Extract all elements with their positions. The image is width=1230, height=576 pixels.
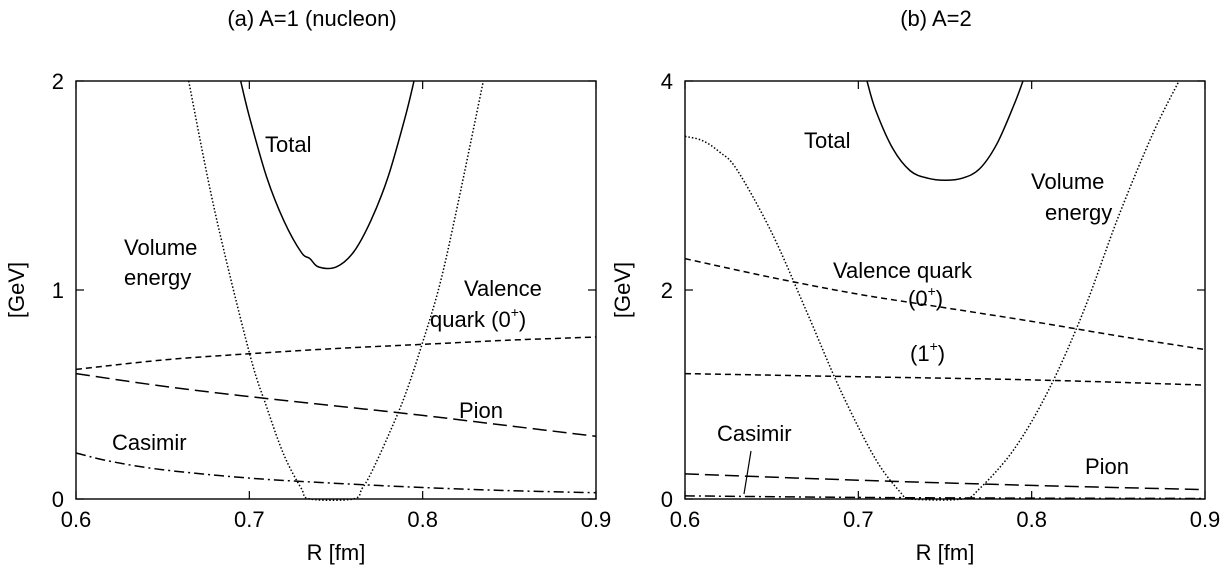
panel-a-y-tick-label: 0: [52, 487, 64, 512]
panel-b-y-tick-label: 2: [661, 278, 673, 303]
panel-b-label-0plus: (0+): [908, 283, 943, 311]
panel-b-series-valence0-line: [684, 257, 1206, 351]
panel-b-x-tick-label: 0.7: [843, 507, 874, 532]
panel-b-x-axis-title: R [fm]: [916, 540, 975, 565]
panel-b-ticks: 0.6 0.7 0.8 0.9 0 2 4: [661, 69, 1221, 532]
panel-b-label-casimir: Casimir: [717, 421, 792, 446]
panel-a-label-total: Total: [265, 132, 311, 157]
panel-a-x-tick-label: 0.6: [61, 507, 92, 532]
panel-a-series-valence-line: [75, 336, 597, 371]
panel-b-label-1plus: (1+): [910, 338, 945, 366]
panel-b: (b) A=2 0.6 0.7 0.8 0.9 0 2 4 R [fm] [GeV] Tot…: [610, 6, 1220, 565]
panel-b-label-volume: Volume: [1031, 169, 1104, 194]
panel-a-x-tick-label: 0.9: [581, 507, 612, 532]
panel-b-label-energy: energy: [1045, 200, 1112, 225]
panel-a-y-tick-label: 2: [52, 69, 64, 94]
panel-b-series-valence1-line: [684, 372, 1206, 386]
panel-a-curves: [75, 80, 597, 502]
panel-a-label-quark-0plus: quark (0+): [430, 304, 526, 332]
panel-b-casimir-pointer: [743, 450, 752, 495]
panel-a-label-energy: energy: [124, 265, 191, 290]
panel-a-y-axis-title: [GeV]: [4, 262, 29, 318]
panel-a-label-casimir: Casimir: [112, 430, 187, 455]
panel-b-x-tick-label: 0.9: [1190, 507, 1221, 532]
panel-a-title: (a) A=1 (nucleon): [227, 6, 396, 31]
panel-b-y-tick-label: 4: [661, 69, 673, 94]
panel-a-series-total-line: [239, 80, 415, 270]
panel-b-curves: [684, 80, 1206, 501]
panel-a-x-tick-label: 0.7: [234, 507, 265, 532]
panel-a-series-volume-line: [187, 80, 485, 502]
panel-b-label-valence-quark: Valence quark: [833, 258, 973, 283]
panel-b-series-total-line: [866, 80, 1024, 182]
panel-b-label-pion: Pion: [1085, 454, 1129, 479]
panel-b-title: (b) A=2: [900, 6, 972, 31]
panel-b-x-tick-label: 0.6: [670, 507, 701, 532]
panel-a-series-casimir-line: [75, 452, 597, 494]
panel-b-y-tick-label: 0: [661, 487, 673, 512]
panel-a-x-tick-label: 0.8: [407, 507, 438, 532]
panel-b-series-pion-line: [684, 473, 1206, 491]
panel-a-x-axis-title: R [fm]: [307, 540, 366, 565]
panel-b-series-casimir-line: [684, 495, 1206, 500]
panel-a: (a) A=1 (nucleon) 0.6 0.7 0.8 0.9 0 1 2 R [fm]…: [4, 6, 611, 565]
panel-a-label-valence: Valence: [464, 276, 542, 301]
panel-b-x-tick-label: 0.8: [1016, 507, 1047, 532]
panel-b-y-axis-title: [GeV]: [610, 262, 635, 318]
panel-a-y-tick-label: 1: [52, 278, 64, 303]
panel-a-ticks: 0.6 0.7 0.8 0.9 0 1 2: [52, 69, 612, 532]
panel-b-series-volume-line: [684, 80, 1180, 501]
panel-a-label-volume: Volume: [124, 235, 197, 260]
panel-a-label-pion: Pion: [459, 398, 503, 423]
panel-a-series-pion-line: [75, 372, 597, 438]
panel-b-label-total: Total: [804, 128, 850, 153]
